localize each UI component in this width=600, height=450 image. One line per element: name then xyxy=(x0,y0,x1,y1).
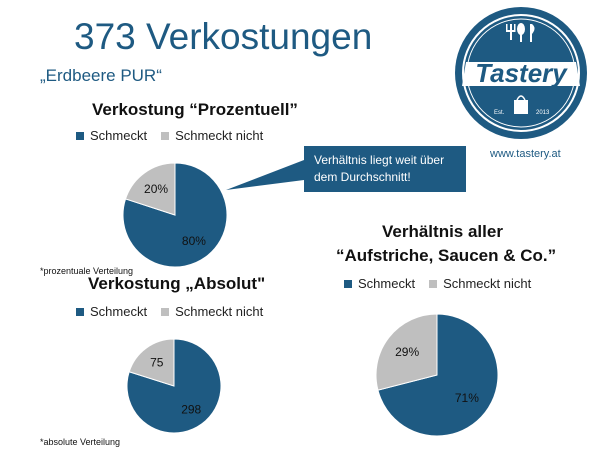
chart-2-title: Verkostung „Absolut" xyxy=(88,274,266,293)
logo-est: Est. xyxy=(494,110,505,116)
legend-label: Schmeckt nicht xyxy=(175,128,264,143)
legend-swatch xyxy=(429,279,438,288)
chart-3-title-line-1: Verhältnis aller xyxy=(382,222,503,241)
legend-label: Schmeckt xyxy=(90,304,148,319)
chart-1-legend: Schmeckt Schmeckt nicht xyxy=(76,128,277,143)
legend-item: Schmeckt xyxy=(344,276,415,291)
pie-slice xyxy=(122,162,228,268)
pie-data-label: 80% xyxy=(182,234,206,248)
chart-2-note: *absolute Verteilung xyxy=(40,437,121,447)
tastery-logo: Tastery Est. 2013 xyxy=(455,7,587,139)
legend-label: Schmeckt nicht xyxy=(443,276,532,291)
pie-slice xyxy=(124,162,176,216)
legend-item: Schmeckt xyxy=(76,128,147,143)
utensils-icon xyxy=(506,23,535,42)
callout-line-1: Verhältnis liegt weit über xyxy=(314,153,445,167)
legend-swatch xyxy=(344,279,352,288)
page-subtitle: „Erdbeere PUR“ xyxy=(40,66,162,85)
pie-slice xyxy=(375,313,438,391)
legend-swatch xyxy=(76,131,84,140)
chart-2-pie: 298 75 xyxy=(126,338,222,434)
legend-swatch xyxy=(161,131,170,140)
callout-line-2: dem Durchschnitt! xyxy=(314,170,411,184)
logo-brand: Tastery xyxy=(475,58,568,88)
chart-3-pie: 71% 29% xyxy=(375,313,499,437)
legend-item: Schmeckt nicht xyxy=(161,304,263,319)
legend-item: Schmeckt xyxy=(76,304,147,319)
pie-data-label: 29% xyxy=(395,345,419,359)
callout-pointer xyxy=(226,160,304,190)
shopping-bag-icon xyxy=(514,95,528,114)
callout-box: Verhältnis liegt weit über dem Durchschn… xyxy=(304,146,466,192)
chart-1-note: *prozentuale Verteilung xyxy=(40,266,134,276)
chart-2-legend: Schmeckt Schmeckt nicht xyxy=(76,304,277,319)
legend-label: Schmeckt nicht xyxy=(175,304,264,319)
chart-3-legend: Schmeckt Schmeckt nicht xyxy=(344,276,545,291)
legend-item: Schmeckt nicht xyxy=(161,128,263,143)
legend-swatch xyxy=(76,307,84,316)
pie-data-label: 20% xyxy=(144,182,168,196)
chart-1-title: Verkostung “Prozentuell” xyxy=(92,100,298,119)
logo-year: 2013 xyxy=(536,110,550,116)
pie-data-label: 298 xyxy=(181,403,201,417)
pie-slice xyxy=(377,313,499,437)
pie-data-label: 75 xyxy=(150,355,164,369)
page-title: 373 Verkostungen xyxy=(74,16,373,57)
pie-slice xyxy=(128,338,175,387)
website-url[interactable]: www.tastery.at xyxy=(490,148,561,160)
legend-label: Schmeckt xyxy=(90,128,148,143)
legend-label: Schmeckt xyxy=(358,276,416,291)
chart-1-pie: 80% 20% xyxy=(122,162,228,268)
legend-swatch xyxy=(161,307,170,316)
chart-3-title-line-2: “Aufstriche, Saucen & Co.” xyxy=(336,246,557,265)
legend-item: Schmeckt nicht xyxy=(429,276,531,291)
pie-data-label: 71% xyxy=(455,391,479,405)
